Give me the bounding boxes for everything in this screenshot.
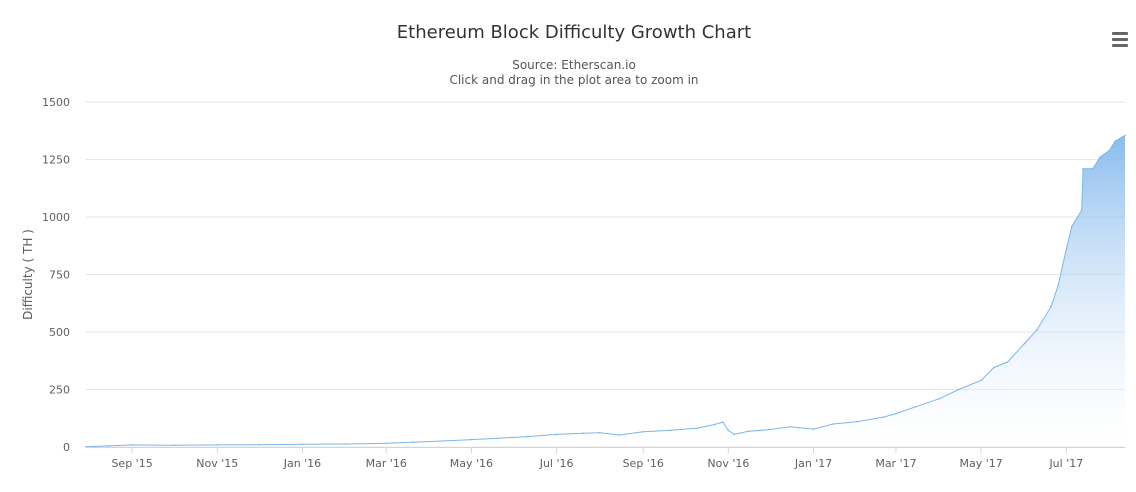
data-point	[668, 429, 671, 432]
data-point	[441, 440, 443, 442]
data-point	[958, 388, 960, 391]
data-point	[470, 438, 473, 441]
y-tick-label: 500	[49, 326, 70, 339]
data-point	[1036, 328, 1038, 331]
hamburger-menu-icon-bar	[1112, 44, 1128, 47]
data-point	[722, 421, 724, 424]
data-point	[1108, 149, 1111, 152]
data-point	[301, 443, 304, 446]
data-point	[131, 444, 133, 446]
data-point	[216, 444, 219, 446]
x-tick-label: Nov '15	[196, 457, 238, 470]
data-point	[618, 434, 621, 436]
data-point	[856, 420, 858, 423]
y-tick-label: 0	[63, 441, 70, 454]
data-point	[980, 379, 982, 382]
data-point	[1023, 342, 1026, 345]
x-tick-label: Jul '17	[1048, 457, 1083, 470]
y-axis: 0 250 500 750 1000 1250 1500	[42, 96, 70, 454]
data-point	[733, 433, 735, 436]
data-point	[1065, 248, 1068, 250]
chart-title: Ethereum Block Difficulty Growth Chart	[396, 22, 752, 43]
data-point	[582, 432, 584, 435]
chart-menu-button[interactable]	[1108, 28, 1132, 50]
difficulty-series-line[interactable]	[85, 134, 1126, 448]
y-tick-label: 1000	[42, 211, 70, 224]
x-axis: Sep '15 Nov '15 Jan '16 Mar '16 May '16 Jul '…	[86, 447, 1125, 470]
x-tick-label: Mar '16	[366, 457, 407, 470]
data-point	[1057, 285, 1059, 287]
data-point	[1050, 305, 1052, 308]
x-tick-label: May '16	[450, 457, 493, 470]
data-point	[812, 428, 815, 430]
data-point	[832, 423, 834, 425]
y-tick-label: 1250	[42, 154, 70, 167]
data-point	[938, 397, 941, 400]
data-point	[789, 426, 791, 428]
x-tick-label: Jan '16	[283, 457, 321, 470]
data-point	[713, 423, 716, 426]
data-point	[1092, 167, 1094, 170]
data-point	[895, 412, 897, 415]
y-tick-label: 250	[49, 384, 70, 397]
data-point	[173, 444, 175, 447]
data-point	[1082, 167, 1084, 170]
data-point	[1071, 225, 1073, 227]
hamburger-menu-icon	[1112, 32, 1128, 35]
data-point	[727, 429, 730, 432]
data-point	[1006, 361, 1009, 363]
data-point	[555, 433, 558, 436]
hamburger-menu-icon-bar	[1112, 38, 1128, 41]
data-point	[696, 427, 699, 429]
x-tick-label: Nov '16	[707, 457, 749, 470]
data-point	[497, 437, 499, 440]
data-point	[992, 366, 995, 369]
zoom-hint: Click and drag in the plot area to zoom …	[449, 73, 699, 87]
data-point	[385, 442, 388, 445]
x-tick-label: Sep '15	[111, 457, 152, 470]
data-point	[747, 430, 749, 433]
data-point	[1080, 209, 1083, 211]
data-point	[882, 416, 885, 418]
x-tick-label: Jan '17	[794, 457, 832, 470]
x-tick-label: Sep '16	[623, 457, 664, 470]
data-point	[1114, 140, 1116, 142]
difficulty-area-fill	[86, 135, 1125, 447]
data-point	[526, 435, 529, 438]
data-point	[412, 441, 414, 444]
data-point	[345, 443, 347, 445]
data-point	[599, 431, 601, 434]
y-axis-title: Difficulty ( TH )	[21, 229, 35, 320]
data-point	[769, 428, 772, 431]
data-point	[107, 445, 110, 447]
y-tick-label: 750	[49, 269, 70, 282]
plot-area[interactable]	[85, 134, 1126, 448]
data-point	[258, 443, 261, 446]
y-tick-label: 1500	[42, 96, 70, 109]
data-point	[642, 431, 644, 433]
data-point	[1124, 134, 1126, 137]
chart-subtitle: Source: Etherscan.io	[512, 58, 636, 72]
x-tick-label: Jul '16	[539, 457, 574, 470]
data-point	[1099, 156, 1101, 158]
data-point	[914, 406, 917, 408]
x-tick-label: Mar '17	[875, 457, 916, 470]
x-tick-label: May '17	[960, 457, 1003, 470]
